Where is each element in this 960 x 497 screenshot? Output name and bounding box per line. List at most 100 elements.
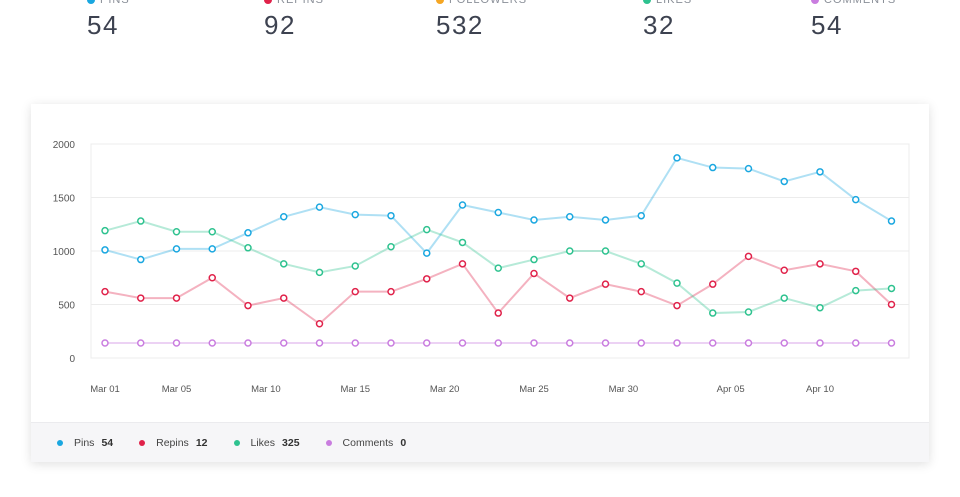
data-point-pins xyxy=(709,163,717,172)
data-point-comments xyxy=(709,339,717,347)
data-point-comments xyxy=(530,339,538,347)
x-tick-label: Mar 20 xyxy=(430,384,460,395)
stat-dot-icon xyxy=(811,0,819,4)
data-point-comments xyxy=(601,339,610,347)
stat-label: PINS xyxy=(87,0,130,6)
legend-item-likes[interactable]: Likes 325 xyxy=(233,436,300,449)
data-point-likes xyxy=(601,247,610,255)
data-point-repins xyxy=(673,301,681,310)
legend-item-repins[interactable]: Repins 12 xyxy=(139,437,208,449)
data-point-comments xyxy=(423,339,431,347)
x-tick-label: Apr 10 xyxy=(806,384,834,395)
data-point-likes xyxy=(351,262,359,270)
data-point-pins xyxy=(387,211,395,220)
stat-dot-icon xyxy=(87,0,95,4)
data-point-likes xyxy=(744,308,753,316)
stat-label-text: LIKES xyxy=(656,0,693,6)
data-point-repins xyxy=(101,287,109,296)
stat-followers: FOLLOWERS 532 xyxy=(436,0,527,41)
data-point-pins xyxy=(566,213,574,221)
legend-label: Pins xyxy=(74,436,95,449)
legend-dot-icon xyxy=(325,439,332,446)
data-point-repins xyxy=(494,309,502,317)
data-point-repins xyxy=(637,287,645,296)
data-point-likes xyxy=(709,309,717,317)
data-point-repins xyxy=(208,274,216,282)
data-point-repins xyxy=(816,260,824,268)
data-point-repins xyxy=(315,320,324,328)
data-point-likes xyxy=(673,279,681,287)
data-point-pins xyxy=(780,177,788,186)
data-point-pins xyxy=(101,246,109,254)
stat-pins: PINS 54 xyxy=(87,0,130,41)
y-tick-label: 0 xyxy=(69,354,75,365)
data-point-likes xyxy=(387,242,395,251)
data-point-pins xyxy=(137,255,145,264)
data-point-comments xyxy=(280,339,288,347)
legend-dot-icon xyxy=(139,439,146,446)
data-point-repins xyxy=(172,294,181,302)
stat-value: 532 xyxy=(436,10,484,40)
x-tick-label: Mar 01 xyxy=(90,384,120,395)
data-point-pins xyxy=(244,229,252,237)
legend-label: Comments xyxy=(342,436,394,449)
x-tick-label: Apr 05 xyxy=(717,384,745,395)
data-point-likes xyxy=(887,284,896,293)
stat-dot-icon xyxy=(264,0,272,4)
stat-dot-icon xyxy=(643,0,651,4)
data-point-likes xyxy=(280,260,288,268)
data-point-pins xyxy=(458,201,467,209)
data-point-repins xyxy=(280,294,288,302)
data-point-repins xyxy=(530,269,538,278)
stat-value: 54 xyxy=(811,10,843,40)
data-point-pins xyxy=(673,154,681,162)
data-point-repins xyxy=(566,294,574,302)
x-tick-label: Mar 05 xyxy=(162,384,192,395)
legend-item-comments[interactable]: Comments 0 xyxy=(325,436,407,449)
data-point-repins xyxy=(137,294,145,302)
data-point-pins xyxy=(208,245,216,253)
stat-repins: REPINS 92 xyxy=(264,0,324,41)
data-point-likes xyxy=(208,227,216,236)
data-point-pins xyxy=(601,216,610,224)
legend-bar: Pins 54 Repins 12 Likes 325 Comments 0 xyxy=(31,422,929,462)
data-point-comments xyxy=(387,339,395,347)
data-point-pins xyxy=(744,164,753,173)
data-point-likes xyxy=(816,303,824,312)
chart-card: 0 500 1000 1500 2000 Mar 01 Mar 05 Mar 10 Mar 15… xyxy=(31,104,929,462)
data-point-pins xyxy=(494,208,502,217)
data-point-pins xyxy=(315,203,324,211)
data-point-pins xyxy=(530,216,538,224)
stat-dot-icon xyxy=(436,0,444,4)
stat-value: 92 xyxy=(264,10,296,40)
data-point-pins xyxy=(637,211,645,220)
data-point-comments xyxy=(458,339,467,347)
data-point-likes xyxy=(780,294,788,302)
legend-label: Likes xyxy=(250,436,276,449)
line-chart: 0 500 1000 1500 2000 Mar 01 Mar 05 Mar 10 Mar 15… xyxy=(53,140,910,395)
data-point-comments xyxy=(744,339,753,347)
data-point-likes xyxy=(423,225,431,234)
stats-row: PINS 54 REPINS 92 FOLLOWERS 532 LIKES 32 COMMENT… xyxy=(0,0,960,64)
data-point-repins xyxy=(351,287,359,296)
legend-item-pins[interactable]: Pins 54 xyxy=(57,437,113,449)
x-tick-label: Mar 30 xyxy=(609,384,639,395)
data-point-repins xyxy=(852,267,860,276)
data-point-comments xyxy=(208,339,216,347)
data-point-comments xyxy=(780,339,788,347)
data-point-repins xyxy=(244,301,252,310)
data-point-comments xyxy=(137,339,145,347)
data-point-likes xyxy=(637,260,645,268)
legend-dot-icon xyxy=(233,439,240,446)
data-point-comments xyxy=(887,339,896,347)
stat-comments: COMMENTS 54 xyxy=(811,0,896,41)
stat-label: LIKES xyxy=(643,0,692,6)
stat-label: FOLLOWERS xyxy=(436,0,527,6)
stat-value: 54 xyxy=(87,10,119,40)
data-point-repins xyxy=(887,300,896,309)
legend-count: 54 xyxy=(101,436,114,449)
data-point-pins xyxy=(852,195,860,204)
legend-count: 0 xyxy=(400,436,407,449)
stat-label-text: COMMENTS xyxy=(824,0,897,6)
stat-label-text: FOLLOWERS xyxy=(449,0,528,6)
